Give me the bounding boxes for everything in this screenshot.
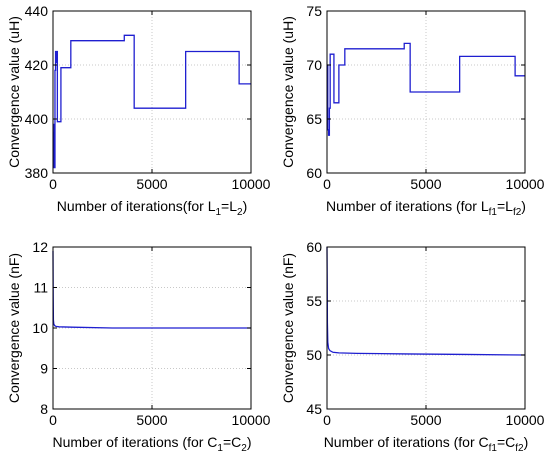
y-tick-label: 65 xyxy=(306,111,322,127)
x-axis-label-subscript: 1 xyxy=(215,207,221,218)
y-tick-label: 11 xyxy=(33,280,48,296)
x-axis-label-part: ) xyxy=(247,434,252,450)
y-axis-label: Convergence value (nF) xyxy=(280,253,296,403)
x-axis-label-part: =L xyxy=(497,198,513,214)
y-tick-label: 400 xyxy=(25,111,49,127)
x-tick-label: 5000 xyxy=(136,412,167,428)
x-tick-label: 10000 xyxy=(232,412,271,428)
x-axis-label-part: Number of iterations(for L xyxy=(57,198,216,214)
x-axis-label-subscript: f1 xyxy=(489,207,498,218)
x-axis-label-subscript: f2 xyxy=(513,207,522,218)
chart-panel-4: 0 5000 10000 45 50 55 60 Convergence value (nF)… xyxy=(280,239,545,454)
x-tick-label: 0 xyxy=(49,412,57,428)
x-axis-label: Number of iterations (for Cf1=Cf2) xyxy=(324,434,529,454)
chart-panel-2: 0 5000 10000 60 65 70 75 Convergence value (uH)… xyxy=(280,3,545,218)
x-axis-label-part: =C xyxy=(223,434,241,450)
y-tick-label: 75 xyxy=(306,3,322,19)
y-tick-label: 45 xyxy=(306,401,322,417)
x-axis-label: Number of iterations (for C1=C2) xyxy=(52,434,251,454)
x-axis-label-part: =L xyxy=(221,198,237,214)
y-tick-label: 380 xyxy=(25,165,49,181)
y-axis-label: Convergence value (uH) xyxy=(6,16,22,168)
y-axis-label: Convergence value (nF) xyxy=(6,253,22,403)
y-tick-label: 420 xyxy=(25,57,49,73)
x-axis-label-subscript: f2 xyxy=(515,443,524,454)
y-tick-label: 8 xyxy=(40,401,48,417)
y-tick-label: 440 xyxy=(25,3,49,19)
x-axis-label: Number of iterations(for L1=L2) xyxy=(57,198,248,218)
x-axis-label-part: ) xyxy=(243,198,248,214)
x-axis-label-part: Number of iterations (for C xyxy=(324,434,489,450)
x-axis-label-subscript: 2 xyxy=(237,207,243,218)
y-tick-label: 55 xyxy=(306,293,322,309)
data-series-line xyxy=(53,34,251,169)
x-tick-label: 5000 xyxy=(410,412,441,428)
y-tick-label: 60 xyxy=(306,239,322,255)
y-tick-label: 10 xyxy=(32,320,48,336)
x-tick-label: 5000 xyxy=(136,176,167,192)
y-axis-label: Convergence value (uH) xyxy=(280,16,296,168)
x-axis-label-subscript: f1 xyxy=(489,443,498,454)
x-axis-label-part: ) xyxy=(521,198,526,214)
x-tick-label: 0 xyxy=(323,176,331,192)
x-tick-label: 0 xyxy=(323,412,331,428)
x-axis-label-part: Number of iterations (for C xyxy=(52,434,217,450)
x-tick-label: 10000 xyxy=(232,176,271,192)
data-series-line xyxy=(327,42,525,136)
x-axis-label-subscript: 2 xyxy=(241,443,247,454)
x-axis-label-subscript: 1 xyxy=(217,443,223,454)
y-tick-label: 60 xyxy=(306,165,322,181)
y-tick-label: 12 xyxy=(32,239,48,255)
x-tick-label: 0 xyxy=(49,176,57,192)
x-tick-label: 10000 xyxy=(506,412,545,428)
x-axis-label-part: Number of iterations (for L xyxy=(326,198,489,214)
y-tick-label: 50 xyxy=(306,347,322,363)
x-axis-label-part: =C xyxy=(497,434,515,450)
x-tick-label: 5000 xyxy=(410,176,441,192)
x-axis-label-part: ) xyxy=(524,434,529,450)
x-axis-label: Number of iterations (for Lf1=Lf2) xyxy=(326,198,526,218)
y-tick-label: 70 xyxy=(306,57,322,73)
x-tick-label: 10000 xyxy=(506,176,545,192)
y-tick-label: 9 xyxy=(40,361,48,377)
